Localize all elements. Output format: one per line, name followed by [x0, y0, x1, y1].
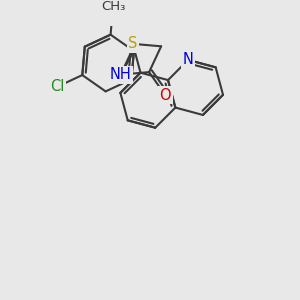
Text: CH₃: CH₃ [101, 0, 125, 13]
Text: O: O [160, 88, 171, 103]
Text: S: S [128, 36, 137, 51]
Text: Cl: Cl [51, 79, 65, 94]
Text: N: N [183, 52, 194, 68]
Text: NH: NH [110, 67, 132, 82]
